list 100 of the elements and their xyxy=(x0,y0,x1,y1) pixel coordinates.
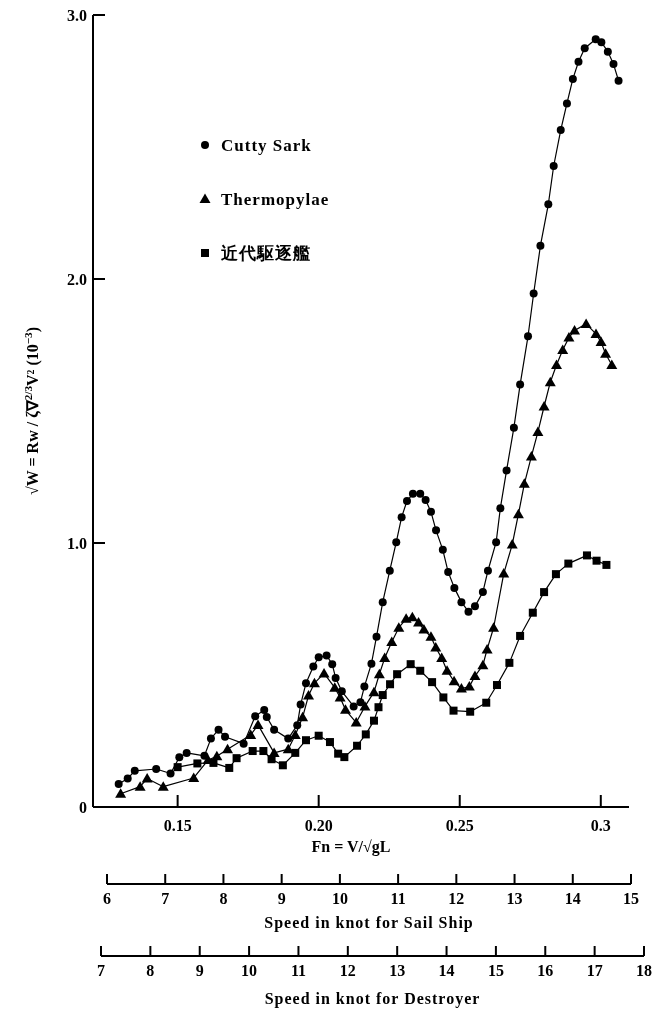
point xyxy=(134,781,146,791)
x2-tick-label: 13 xyxy=(506,890,523,907)
point xyxy=(267,755,276,764)
y-tick-label: 0 xyxy=(79,799,87,816)
point xyxy=(506,539,518,549)
point xyxy=(361,730,370,739)
legend-label: Cutty Sark xyxy=(221,136,312,155)
point xyxy=(436,652,448,663)
x2-tick-label: 10 xyxy=(331,890,348,907)
point xyxy=(425,631,437,641)
point xyxy=(232,754,241,763)
point xyxy=(481,643,493,654)
point xyxy=(430,642,442,652)
point xyxy=(564,559,573,568)
point xyxy=(222,743,234,754)
point xyxy=(301,736,310,745)
point xyxy=(439,693,448,702)
x2-tick-label: 9 xyxy=(277,890,286,907)
point xyxy=(325,738,334,747)
legend-label: 近代駆逐艦 xyxy=(220,244,311,263)
x-tick-label: 0.25 xyxy=(445,817,474,834)
x2-tick-label: 15 xyxy=(623,890,639,907)
point xyxy=(115,788,127,798)
x2-tick-label: 11 xyxy=(390,890,406,907)
point xyxy=(386,680,395,689)
point xyxy=(477,659,489,670)
point xyxy=(557,344,569,355)
point xyxy=(252,719,264,729)
x2-tick-label: 12 xyxy=(448,890,465,907)
point xyxy=(259,747,268,756)
point xyxy=(528,608,537,617)
y-tick-label: 2.0 xyxy=(67,271,87,288)
point xyxy=(518,478,530,488)
point xyxy=(441,665,453,675)
point xyxy=(482,698,491,707)
point xyxy=(413,616,425,627)
x-tick-label: 0.3 xyxy=(590,817,611,834)
point xyxy=(245,729,257,739)
point xyxy=(225,763,234,772)
point xyxy=(359,700,371,711)
point xyxy=(350,717,362,727)
point xyxy=(353,741,362,750)
point xyxy=(248,747,257,756)
point xyxy=(551,359,562,370)
point xyxy=(532,426,544,437)
point xyxy=(393,622,405,632)
point xyxy=(393,670,402,679)
point xyxy=(498,568,510,578)
point xyxy=(308,677,320,688)
point xyxy=(386,636,398,646)
point xyxy=(378,691,387,700)
point xyxy=(592,556,601,565)
point xyxy=(448,675,460,686)
x2-tick-label: 6 xyxy=(103,890,111,907)
point xyxy=(339,704,351,714)
point xyxy=(416,666,425,675)
point xyxy=(580,318,592,328)
point xyxy=(582,551,591,560)
point xyxy=(314,731,323,740)
point xyxy=(157,781,169,791)
point xyxy=(291,748,300,757)
point xyxy=(368,686,380,697)
point xyxy=(538,401,550,411)
point xyxy=(173,763,182,772)
point xyxy=(488,622,500,632)
point xyxy=(209,758,218,767)
point xyxy=(466,707,475,716)
point xyxy=(379,652,391,663)
point xyxy=(369,716,378,725)
point xyxy=(600,348,612,358)
point xyxy=(551,570,560,579)
y-tick-label: 3.0 xyxy=(67,7,87,24)
x-tick-label: 0.15 xyxy=(163,817,192,834)
point xyxy=(590,328,602,338)
point xyxy=(505,658,514,667)
point xyxy=(406,660,415,669)
point xyxy=(318,667,330,678)
point xyxy=(303,690,315,700)
point xyxy=(540,588,549,597)
point xyxy=(449,706,458,715)
point xyxy=(469,670,481,681)
point xyxy=(525,450,537,461)
point xyxy=(374,703,383,712)
point xyxy=(278,761,287,770)
point xyxy=(188,772,200,782)
point xyxy=(463,681,475,691)
point xyxy=(428,678,437,687)
destroyer-scale: 7 8 9 10 11 12 13 14 15 16 17 18 Speed in knot for Destroyer xyxy=(97,945,652,1007)
point xyxy=(141,772,153,783)
point xyxy=(297,711,309,722)
point xyxy=(516,631,525,640)
point xyxy=(602,560,611,569)
point xyxy=(418,624,430,634)
point xyxy=(569,324,581,335)
point xyxy=(595,336,607,347)
x2-tick-label: 8 xyxy=(219,890,228,907)
x-tick-label: 0.20 xyxy=(304,817,333,834)
x2-axis-title: Speed in knot for Sail Ship xyxy=(264,914,474,932)
point xyxy=(512,508,524,519)
point xyxy=(340,753,349,762)
